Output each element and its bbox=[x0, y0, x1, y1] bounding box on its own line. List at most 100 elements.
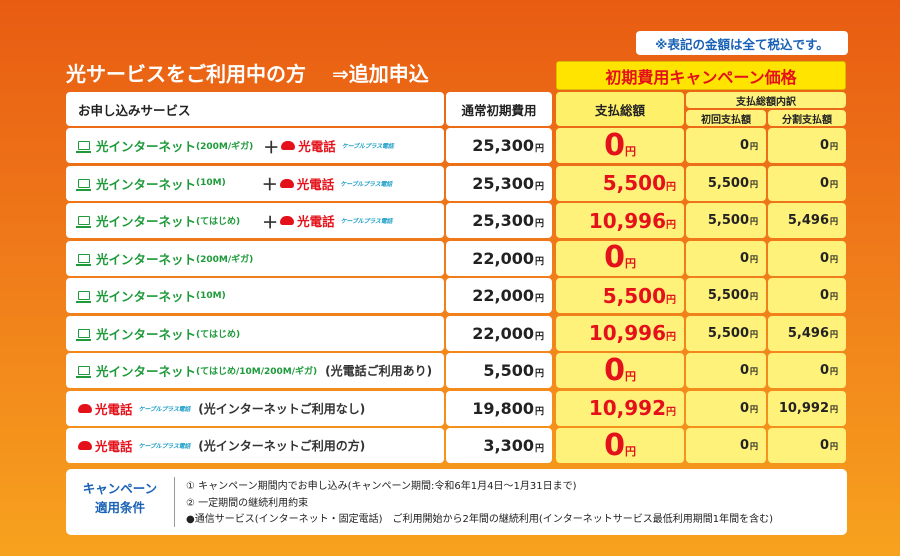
amount-value: 0 bbox=[604, 427, 625, 463]
yen-unit: 円 bbox=[830, 217, 838, 226]
amount-value: 10,996 bbox=[588, 321, 666, 345]
plus-sign: ＋ bbox=[261, 175, 278, 194]
total-amount: 5,500円 bbox=[603, 171, 676, 195]
internet-plan: (10M) bbox=[196, 290, 226, 301]
computer-icon bbox=[76, 328, 91, 341]
tax-note: ※表記の金額は全て税込です。 bbox=[636, 31, 848, 55]
header-total: 支払総額 bbox=[556, 92, 684, 126]
first-payment: 0円 bbox=[740, 251, 758, 266]
yen-unit: 円 bbox=[750, 367, 758, 376]
yen-unit: 円 bbox=[750, 292, 758, 301]
amount-value: 22,000 bbox=[472, 286, 534, 305]
computer-icon bbox=[76, 253, 91, 266]
yen-unit: 円 bbox=[750, 142, 758, 151]
total-amount: 10,992円 bbox=[589, 396, 676, 420]
phone-label: 光電話 bbox=[296, 176, 335, 192]
computer-icon bbox=[76, 178, 91, 191]
installment-payment: 0円 bbox=[820, 438, 838, 453]
total-amount: 10,996円 bbox=[589, 321, 676, 345]
amount-value: 22,000 bbox=[472, 248, 534, 268]
amount-value: 0 bbox=[739, 138, 749, 153]
first-payment: 5,500円 bbox=[708, 326, 758, 341]
normal-fee-cell: 22,000円 bbox=[446, 315, 552, 351]
amount-value: 0 bbox=[739, 250, 749, 266]
yen-unit: 円 bbox=[830, 142, 838, 151]
first-payment-cell: 0円 bbox=[686, 428, 766, 463]
amount-value: 0 bbox=[819, 363, 829, 378]
installment-cell: 10,992円 bbox=[768, 390, 846, 426]
phone-icon bbox=[78, 441, 92, 450]
amount-value: 22,000 bbox=[472, 323, 534, 343]
service-cell: 光電話 ケーブルプラス電話 (光インターネットご利用の方) bbox=[66, 428, 444, 463]
total-cell: 5,500円 bbox=[556, 165, 684, 201]
amount-value: 3,300 bbox=[483, 436, 534, 455]
yen-unit: 円 bbox=[666, 294, 676, 306]
condition-item: ② 一定期間の継続利用約束 bbox=[186, 497, 309, 509]
first-payment: 0円 bbox=[740, 438, 758, 453]
phone-label: 光電話 bbox=[297, 214, 335, 229]
internet-label: 光インターネット bbox=[96, 364, 197, 379]
yen-unit: 円 bbox=[750, 254, 758, 264]
amount-value: 19,800 bbox=[472, 398, 534, 418]
service-note: (光電話ご利用あり) bbox=[325, 364, 433, 378]
yen-unit: 円 bbox=[534, 256, 544, 267]
amount-value: 0 bbox=[819, 438, 829, 453]
normal-fee: 25,300円 bbox=[472, 136, 544, 155]
yen-unit: 円 bbox=[624, 369, 636, 383]
amount-value: 5,500 bbox=[602, 171, 666, 195]
service-cell: 光インターネット (10M) ＋ 光電話 ケーブルプラス電話 bbox=[66, 165, 444, 201]
conditions-list: ① キャンペーン期間内でお申し込み(キャンペーン期間:令和6年1月4日〜1月31… bbox=[186, 479, 773, 529]
yen-unit: 円 bbox=[830, 404, 838, 414]
amount-value: 5,496 bbox=[787, 213, 829, 228]
page-title-sub: ⇒追加申込 bbox=[332, 62, 429, 86]
service-cell: 光インターネット (てはじめ/10M/200M/ギガ) (光電話ご利用あり) bbox=[66, 353, 444, 388]
installment-cell: 0円 bbox=[768, 353, 846, 388]
normal-fee-cell: 5,500円 bbox=[446, 353, 552, 388]
yen-unit: 円 bbox=[624, 144, 636, 158]
first-payment-cell: 5,500円 bbox=[686, 203, 766, 238]
amount-value: 10,992 bbox=[778, 400, 829, 416]
yen-unit: 円 bbox=[830, 292, 838, 301]
installment-cell: 0円 bbox=[768, 128, 846, 163]
yen-unit: 円 bbox=[534, 406, 544, 417]
yen-unit: 円 bbox=[534, 369, 544, 379]
total-cell: 0円 bbox=[556, 240, 684, 276]
yen-unit: 円 bbox=[666, 219, 676, 231]
internet-plan: (てはじめ) bbox=[196, 217, 241, 227]
condition-item: ① キャンペーン期間内でお申し込み(キャンペーン期間:令和6年1月4日〜1月31… bbox=[186, 481, 577, 492]
amount-value: 0 bbox=[739, 438, 749, 453]
total-cell: 0円 bbox=[556, 428, 684, 463]
amount-value: 0 bbox=[604, 352, 625, 388]
amount-value: 0 bbox=[604, 127, 625, 163]
phone-icon bbox=[78, 403, 92, 413]
total-cell: 10,992円 bbox=[556, 390, 684, 426]
normal-fee: 5,500円 bbox=[483, 361, 544, 380]
service-note: (光インターネットご利用なし) bbox=[198, 401, 366, 416]
yen-unit: 円 bbox=[534, 219, 544, 229]
installment-payment: 0円 bbox=[820, 288, 838, 303]
normal-fee-cell: 3,300円 bbox=[446, 428, 552, 463]
amount-value: 0 bbox=[604, 240, 625, 275]
installment-cell: 0円 bbox=[768, 428, 846, 463]
internet-label: 光インターネット bbox=[96, 176, 197, 192]
computer-icon bbox=[76, 216, 91, 228]
yen-unit: 円 bbox=[534, 444, 544, 454]
header-service: お申し込みサービス bbox=[66, 92, 444, 126]
amount-value: 0 bbox=[739, 363, 749, 378]
normal-fee-cell: 22,000円 bbox=[446, 240, 552, 276]
amount-value: 5,500 bbox=[707, 325, 749, 341]
internet-label: 光インターネット bbox=[96, 139, 197, 154]
cable-plus-logo: ケーブルプラス電話 bbox=[138, 443, 191, 450]
phone-icon bbox=[280, 216, 295, 225]
normal-fee-cell: 25,300円 bbox=[446, 165, 552, 201]
yen-unit: 円 bbox=[534, 144, 544, 154]
amount-value: 25,300 bbox=[472, 211, 534, 230]
total-cell: 10,996円 bbox=[556, 203, 684, 238]
cable-plus-logo: ケーブルプラス電話 bbox=[138, 405, 191, 413]
normal-fee: 25,300円 bbox=[472, 174, 544, 193]
yen-unit: 円 bbox=[830, 329, 838, 339]
yen-unit: 円 bbox=[830, 367, 838, 376]
amount-value: 0 bbox=[819, 288, 829, 303]
yen-unit: 円 bbox=[666, 407, 676, 418]
yen-unit: 円 bbox=[830, 254, 838, 264]
